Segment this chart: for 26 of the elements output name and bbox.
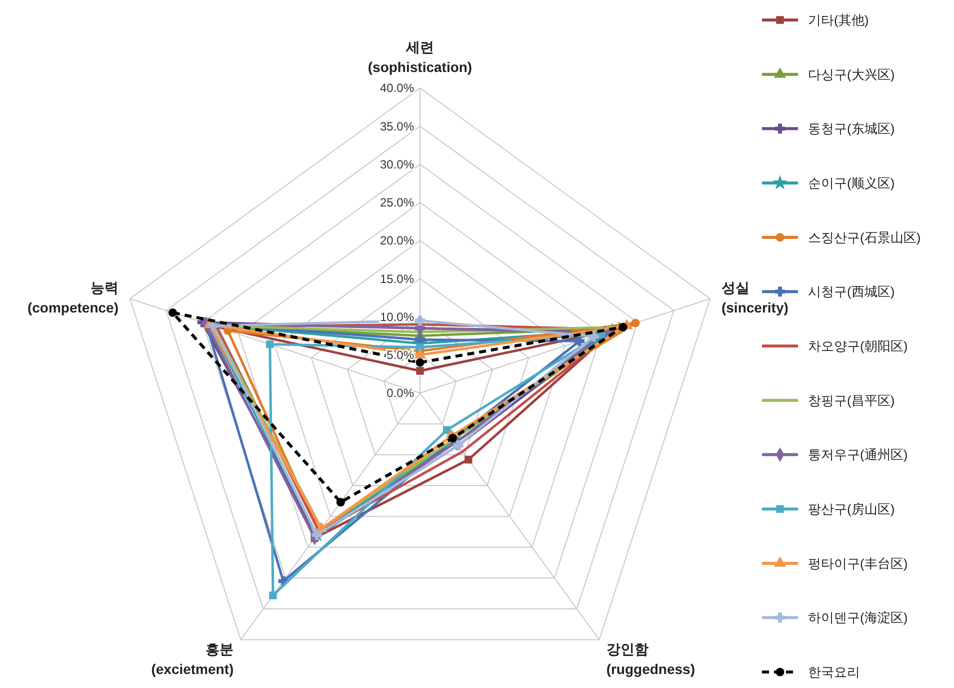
y-tick-label: 10.0%: [380, 310, 414, 324]
legend-label: 창핑구(昌平区): [808, 392, 895, 408]
y-tick-label: 15.0%: [380, 272, 414, 286]
spoke-label: 성실(sincerity): [721, 280, 788, 316]
y-tick-label: 20.0%: [380, 234, 414, 248]
legend-label: 스징산구(石景山区): [808, 230, 921, 245]
spoke-label: 강인함(ruggedness): [606, 640, 696, 677]
legend-label: 팡산구(房山区): [808, 502, 895, 517]
spoke-label: 세련(sophistication): [368, 39, 472, 75]
legend-label: 차오양구(朝阳区): [808, 338, 908, 354]
spoke-label: 능력(competence): [27, 280, 119, 316]
legend-label: 다싱구(大兴区): [808, 66, 895, 82]
y-tick-label: 25.0%: [380, 196, 414, 210]
legend-label: 펑타이구(丰台区): [808, 556, 908, 571]
y-tick-label: 40.0%: [380, 81, 414, 96]
y-tick-label: 35.0%: [380, 119, 414, 134]
spoke-label: 흥분(excietment): [151, 640, 234, 677]
legend-label: 하이덴구(海淀区): [808, 610, 908, 626]
legend-label: 동청구(东城区): [808, 121, 895, 136]
legend-label: 시청구(西城区): [808, 284, 895, 300]
y-tick-label: 30.0%: [380, 157, 414, 172]
legend-label: 순이구(顺义区): [808, 176, 895, 191]
legend-label: 퉁저우구(通州区): [808, 447, 908, 462]
legend-label: 한국요리: [808, 664, 860, 680]
y-tick-label: 0.0%: [386, 386, 414, 400]
legend-label: 기타(其他): [808, 12, 869, 28]
